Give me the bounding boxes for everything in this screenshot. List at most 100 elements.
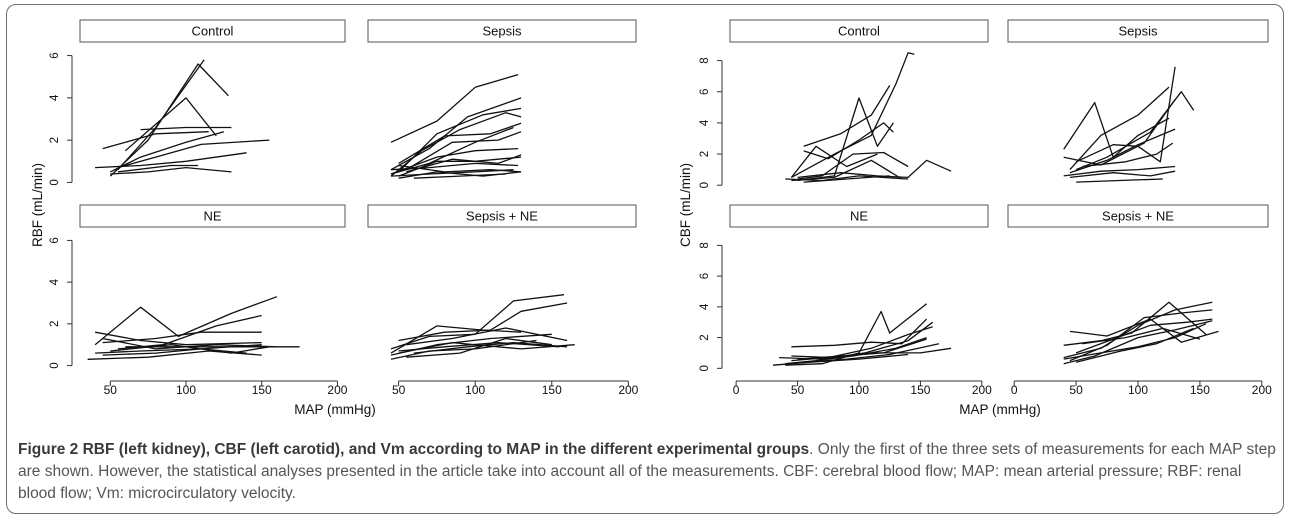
fig2-sepsis-series-line: [1075, 91, 1195, 171]
fig2-control-series-line: [797, 151, 909, 180]
fig1-sepsis-series-line: [390, 73, 519, 143]
fig1-control-series-line: [140, 126, 232, 131]
fig2-x-axis-title: MAP (mmHg): [959, 402, 1041, 417]
fig1-sepsis-series-line: [390, 147, 519, 175]
fig2-sepsis-ne-series-line: [1063, 323, 1207, 360]
fig1-x-axis-title: MAP (mmHg): [294, 402, 376, 417]
figure-frame: [6, 4, 1284, 514]
fig1-ne-series-line: [102, 348, 247, 356]
fig2-sepsis-ne-x-tick-label: 200: [1252, 383, 1272, 397]
fig1-sepsis-ne-series-line: [398, 341, 575, 354]
fig1-control-series-line: [117, 59, 205, 171]
fig2-ne-x-tick-label: 100: [849, 383, 869, 397]
fig1-control-series-line: [102, 131, 209, 150]
fig1-control-y-tick-label: 2: [49, 137, 61, 143]
fig2-ne-y-tick-label: 0: [699, 365, 711, 371]
fig2-sepsis-ne-series-line: [1075, 327, 1194, 363]
fig1-control-series-line: [117, 139, 270, 169]
fig2-ne-series-line: [791, 326, 933, 362]
fig1-sepsis-ne-x-tick-label: 50: [392, 383, 406, 397]
fig2-control-strip: [729, 19, 989, 43]
fig2-sepsis-series-line: [1075, 66, 1176, 163]
fig2-control-strip-title: Control: [838, 24, 880, 39]
fig1-control-series-line: [109, 63, 229, 177]
fig2-sepsis-ne-x-tick-label: 0: [1011, 383, 1018, 397]
fig1-sepsis-series-line: [405, 131, 522, 171]
fig1-control-series-line: [110, 131, 225, 173]
fig2-ne-series-line: [772, 353, 909, 366]
fig2-sepsis-ne-series-line: [1075, 318, 1213, 354]
fig1-control-y-tick-label: 6: [49, 52, 61, 58]
fig2-control-series-line: [791, 159, 903, 182]
fig2-ne-series-line: [797, 338, 927, 360]
fig1-ne-y-tick-label: 0: [49, 362, 61, 368]
caption-label: Figure 2: [18, 441, 79, 458]
fig1-ne-series-line: [94, 331, 262, 346]
fig2-sepsis-series-line: [1063, 99, 1176, 166]
fig2-sepsis-ne-strip: [1007, 204, 1269, 228]
fig2-ne-y-tick-label: 8: [699, 242, 711, 248]
fig2-ne-x-tick-label: 150: [910, 383, 930, 397]
fig2-sepsis-ne-x-tick-label: 150: [1190, 383, 1210, 397]
fig2-sepsis-strip-title: Sepsis: [1118, 24, 1158, 39]
fig1-sepsis-ne-x-tick-label: 150: [542, 383, 562, 397]
fig1-ne-x-tick-label: 150: [252, 383, 272, 397]
fig2-ne-series-line: [785, 303, 928, 366]
fig2-control-y-tick-label: 4: [699, 119, 711, 126]
fig1-ne-y-tick-label: 4: [49, 278, 61, 285]
fig1-control-strip: [79, 19, 346, 43]
fig2-control-y-tick-label: 2: [699, 151, 711, 157]
fig2-sepsis-series-line: [1076, 178, 1163, 183]
fig2-ne-x-tick-label: 50: [791, 383, 805, 397]
fig2-control-y-tick-label: 6: [699, 89, 711, 95]
fig1-sepsis-ne-strip: [367, 204, 637, 228]
fig1-sepsis-series-line: [390, 162, 519, 171]
fig1-sepsis-series-line: [398, 122, 522, 164]
fig2-sepsis-ne-series-line: [1082, 327, 1201, 345]
fig1-sepsis-series-line: [413, 173, 506, 179]
fig2-sepsis-series-line: [1069, 128, 1176, 174]
fig2-ne-y-tick-label: 4: [699, 303, 711, 310]
fig2-sepsis-series-line: [1069, 86, 1170, 171]
fig2-ne-y-tick-label: 6: [699, 273, 711, 279]
fig1-sepsis-ne-series-line: [413, 341, 568, 354]
fig1-control-y-tick-label: 0: [49, 179, 61, 185]
fig1-ne-x-tick-label: 200: [327, 383, 347, 397]
fig1-control-series-line: [110, 166, 232, 175]
fig1-sepsis-ne-strip-title: Sepsis + NE: [466, 209, 538, 224]
fig1-ne-y-tick-label: 6: [49, 237, 61, 243]
fig2-ne-x-tick-label: 0: [733, 383, 740, 397]
fig1-ne-strip-title: NE: [203, 209, 221, 224]
fig1-ne-y-tick-label: 2: [49, 321, 61, 327]
fig1-control-series-line: [117, 164, 199, 173]
fig1-sepsis-series-line: [406, 154, 522, 173]
fig1-sepsis-ne-x-tick-label: 200: [618, 383, 638, 397]
fig1-ne-series-line: [102, 331, 262, 344]
fig1-control-series-line: [95, 152, 247, 169]
fig1-sepsis-ne-series-line: [406, 337, 552, 358]
fig2-control-series-line: [803, 175, 890, 183]
fig2-sepsis-ne-strip-title: Sepsis + NE: [1102, 209, 1174, 224]
fig1-sepsis-series-line: [398, 107, 522, 173]
fig2-sepsis-ne-series-line: [1069, 318, 1219, 343]
fig1-sepsis-ne-x-tick-label: 100: [465, 383, 485, 397]
fig2-sepsis-ne-x-tick-label: 50: [1069, 383, 1083, 397]
fig1-sepsis-strip: [367, 19, 637, 43]
fig1-ne-series-line: [87, 350, 262, 360]
fig2-control-series-line: [803, 122, 894, 160]
fig1-control-series-line: [124, 97, 217, 152]
fig1-sepsis-ne-series-line: [406, 327, 568, 346]
fig2-ne-series-line: [791, 347, 952, 359]
fig2-control-series-line: [791, 52, 915, 178]
fig2-ne-y-tick-label: 2: [699, 334, 711, 340]
fig2-sepsis-series-line: [1063, 165, 1176, 177]
fig1-sepsis-ne-series-line: [390, 294, 565, 350]
fig1-sepsis-series-line: [398, 164, 522, 173]
fig2-control-series-line: [797, 159, 952, 179]
figure-caption: Figure 2 RBF (left kidney), CBF (left ca…: [18, 439, 1280, 505]
fig2-control-series-line: [790, 145, 878, 178]
fig2-ne-x-tick-label: 200: [972, 383, 992, 397]
fig2-y-axis-title: CBF (mL/min): [678, 163, 693, 247]
fig1-sepsis-ne-series-line: [390, 339, 537, 360]
